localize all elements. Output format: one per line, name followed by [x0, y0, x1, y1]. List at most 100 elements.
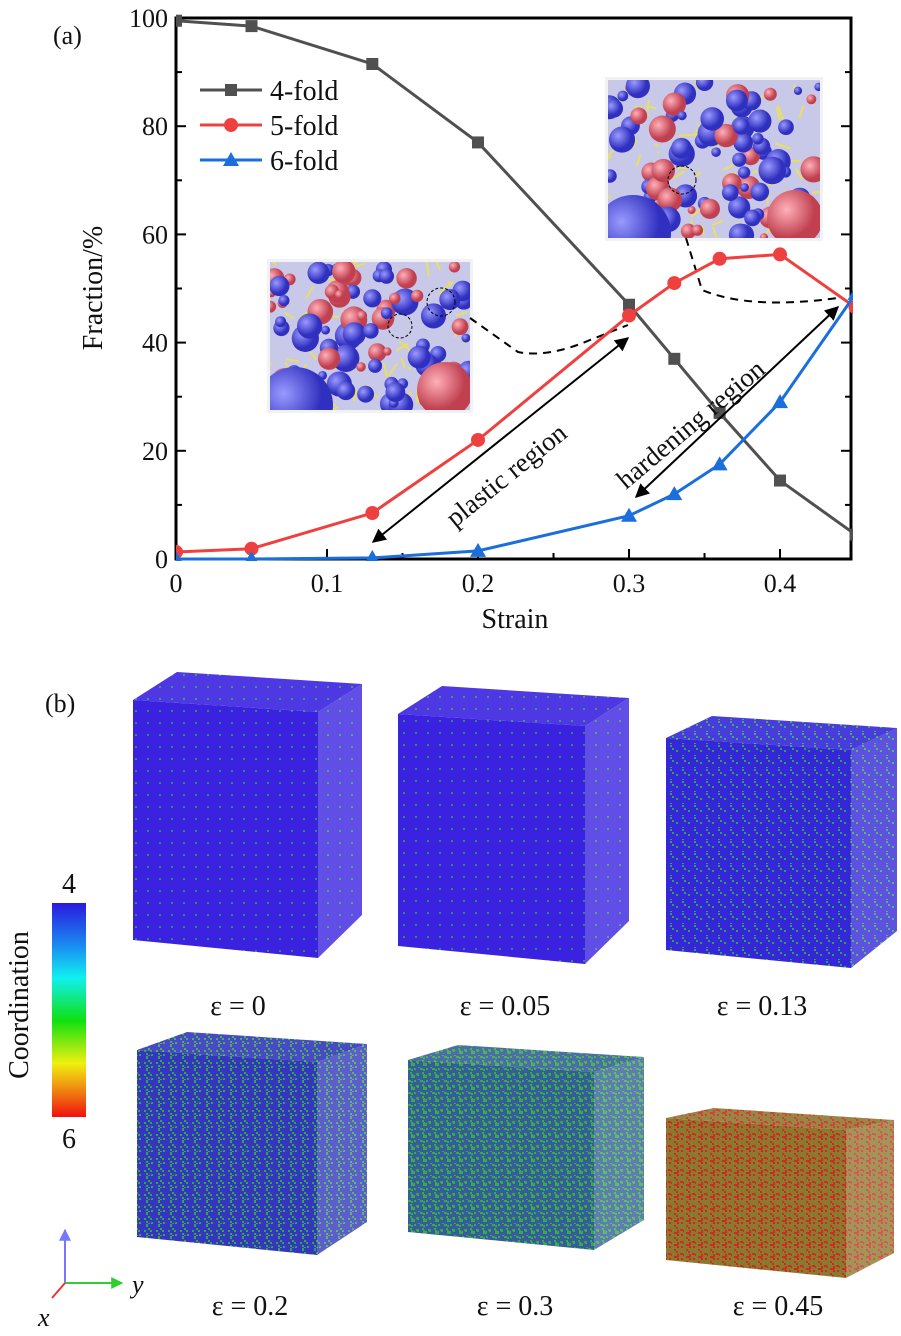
atom-red — [800, 156, 820, 183]
atom-red — [714, 123, 738, 148]
atom-blue — [737, 166, 751, 179]
hardening-region-label: hardening region — [611, 353, 771, 494]
atom-blue — [307, 262, 330, 285]
y-tick-label: 100 — [129, 4, 168, 33]
cube-snapshot: ε = 0 — [133, 672, 362, 1022]
cube-snapshot: ε = 0.2 — [137, 1032, 367, 1322]
atom-red — [687, 205, 696, 215]
atom-red — [451, 318, 469, 336]
bond — [635, 154, 642, 167]
atom-blue — [671, 137, 692, 159]
atom-red — [411, 289, 424, 303]
series-4-fold-marker — [774, 474, 787, 487]
cube-top-face — [666, 1108, 894, 1130]
atom-blue — [740, 183, 749, 192]
series-6-fold-marker — [365, 549, 379, 561]
bond — [284, 311, 294, 319]
cube-front-face — [133, 700, 318, 958]
atom-blue — [321, 325, 331, 335]
atom-red — [630, 107, 648, 125]
atom-blue — [695, 80, 714, 91]
atom-blue — [728, 223, 751, 238]
series-4-fold-marker — [176, 14, 182, 27]
cube-top-face — [408, 1045, 644, 1072]
atom-red — [448, 262, 461, 273]
cube-top-face — [133, 672, 362, 712]
bond — [694, 171, 702, 178]
bond — [672, 170, 685, 180]
x-axis-label: Strain — [482, 604, 549, 635]
atom-blue — [748, 109, 772, 133]
cube-top-face — [137, 1032, 367, 1062]
atom-red — [763, 87, 777, 101]
bond — [711, 219, 724, 227]
plastic-region-arrow — [371, 337, 630, 543]
atom-red — [699, 198, 720, 219]
atom-blue — [608, 126, 636, 153]
cube-front-face — [666, 1118, 846, 1278]
y-axis-label: Fraction/% — [78, 226, 109, 350]
atom-blue — [368, 358, 383, 373]
atom-blue — [733, 132, 754, 153]
legend-6-fold-marker — [223, 152, 239, 166]
y-tick-label: 40 — [142, 329, 168, 358]
series-5-fold-marker — [471, 432, 486, 447]
bond — [693, 128, 699, 138]
y-tick-label: 20 — [142, 437, 168, 466]
bond — [689, 220, 694, 225]
atom-blue — [608, 195, 671, 238]
atom-blue — [752, 133, 764, 145]
atom-blue — [617, 90, 629, 102]
bond — [777, 104, 785, 121]
series-4-fold-marker — [245, 20, 258, 33]
cube-front-face — [666, 738, 851, 968]
series-6-fold-marker — [245, 551, 258, 561]
atom-blue — [296, 313, 323, 339]
panel-b-label: (b) — [45, 689, 75, 718]
atom-blue — [380, 307, 393, 320]
atom-red — [657, 187, 683, 212]
atom-blue — [733, 117, 750, 135]
cube-side-face — [594, 1057, 644, 1250]
series-6-fold-marker — [176, 551, 182, 561]
bond — [656, 151, 660, 155]
bond — [426, 262, 430, 277]
atom-red — [383, 347, 392, 356]
y-tick-label: 0 — [155, 545, 168, 574]
series-4-fold-marker — [849, 528, 853, 541]
atom-red — [651, 158, 675, 183]
series-4-fold-marker — [623, 298, 636, 311]
series-4-fold-marker — [366, 57, 379, 70]
atom-blue — [420, 303, 447, 329]
atom-blue — [793, 86, 803, 95]
bond — [608, 155, 613, 160]
atom-red — [691, 224, 704, 236]
strain-label: ε = 0.45 — [733, 1291, 824, 1322]
colorbar-min-label: 4 — [62, 869, 76, 900]
atom-red — [356, 362, 366, 372]
highlight-circle — [667, 165, 697, 195]
strain-label: ε = 0 — [210, 991, 266, 1022]
bond — [286, 358, 299, 363]
highlight-circle — [387, 313, 413, 339]
atom-red — [396, 268, 417, 289]
atom-blue — [778, 119, 794, 136]
atom-blue — [758, 156, 787, 185]
legend-label: 6-fold — [270, 146, 338, 177]
series-6-fold-marker — [621, 507, 638, 522]
bond — [775, 142, 791, 150]
bond — [632, 139, 638, 148]
y-tick-label: 80 — [142, 112, 168, 141]
cube-snapshot: ε = 0.05 — [398, 686, 629, 1022]
atom-blue — [439, 288, 461, 311]
atom-red — [806, 94, 817, 105]
atom-blue — [732, 152, 747, 167]
bond — [438, 281, 455, 295]
cube-snapshot: ε = 0.13 — [666, 716, 897, 1022]
series-5-fold-marker — [667, 276, 682, 291]
legend-label: 4-fold — [270, 76, 338, 107]
atom-blue — [378, 268, 395, 284]
x-tick-label: 0.4 — [764, 569, 797, 598]
strain-label: ε = 0.3 — [477, 1291, 554, 1322]
